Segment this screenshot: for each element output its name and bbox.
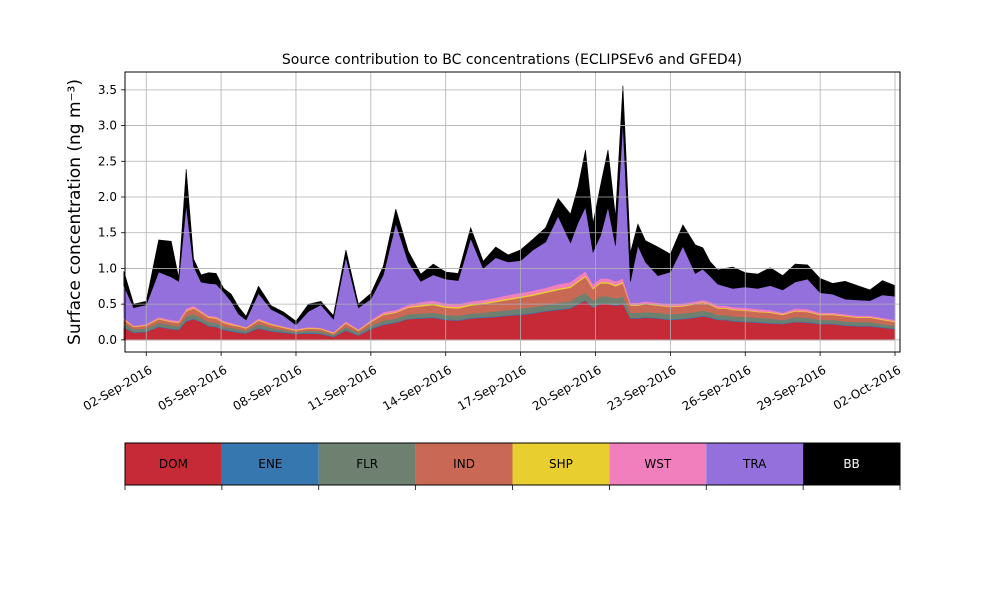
y-tick-label: 0.5 (98, 297, 117, 311)
legend-swatch-tra (706, 443, 804, 485)
y-tick-label: 1.0 (98, 261, 117, 275)
x-tick-label: 05-Sep-2016 (156, 363, 230, 414)
legend-label-tra: TRA (742, 457, 767, 471)
y-tick-label: 0.0 (98, 333, 117, 347)
x-tick-label: 29-Sep-2016 (755, 363, 829, 414)
legend-swatch-shp (512, 443, 610, 485)
legend-swatch-wst (609, 443, 707, 485)
y-tick-label: 2.5 (98, 154, 117, 168)
x-tick-label: 08-Sep-2016 (231, 363, 305, 414)
x-tick-label: 26-Sep-2016 (680, 363, 754, 414)
legend-swatch-bb (803, 443, 900, 485)
x-tick-label: 23-Sep-2016 (605, 363, 679, 414)
legend-swatch-dom (125, 443, 222, 485)
legend: DOM ENE FLR IND SHP WST TRA BB (124, 442, 901, 490)
x-tick-label: 02-Oct-2016 (831, 363, 903, 413)
legend-label-ene: ENE (258, 457, 282, 471)
axes-frame (124, 71, 901, 353)
legend-swatch-flr (318, 443, 416, 485)
x-tick-label: 02-Sep-2016 (81, 363, 155, 414)
x-tick-label: 20-Sep-2016 (530, 363, 604, 414)
chart-title: Source contribution to BC concentrations… (282, 52, 742, 68)
y-tick-label: 3.5 (98, 83, 117, 97)
legend-label-bb: BB (843, 457, 859, 471)
legend-label-ind: IND (453, 457, 475, 471)
legend-swatch-ind (415, 443, 513, 485)
plot-area: 0.0 0.5 1.0 1.5 2.0 2.5 3.0 3.5 02-Sep-2016 05-Se… (81, 71, 903, 414)
x-tick-label: 17-Sep-2016 (455, 363, 529, 414)
legend-label-dom: DOM (159, 457, 188, 471)
legend-swatch-ene (221, 443, 319, 485)
legend-label-wst: WST (644, 457, 671, 471)
y-axis-label: Surface concentration (ng m⁻³) (65, 79, 85, 345)
x-tick-label: 14-Sep-2016 (380, 363, 454, 414)
legend-label-shp: SHP (549, 457, 573, 471)
x-tick-label: 11-Sep-2016 (305, 363, 379, 414)
y-tick-label: 3.0 (98, 119, 117, 133)
y-tick-label: 2.0 (98, 190, 117, 204)
legend-label-flr: FLR (356, 457, 378, 471)
y-tick-label: 1.5 (98, 226, 117, 240)
